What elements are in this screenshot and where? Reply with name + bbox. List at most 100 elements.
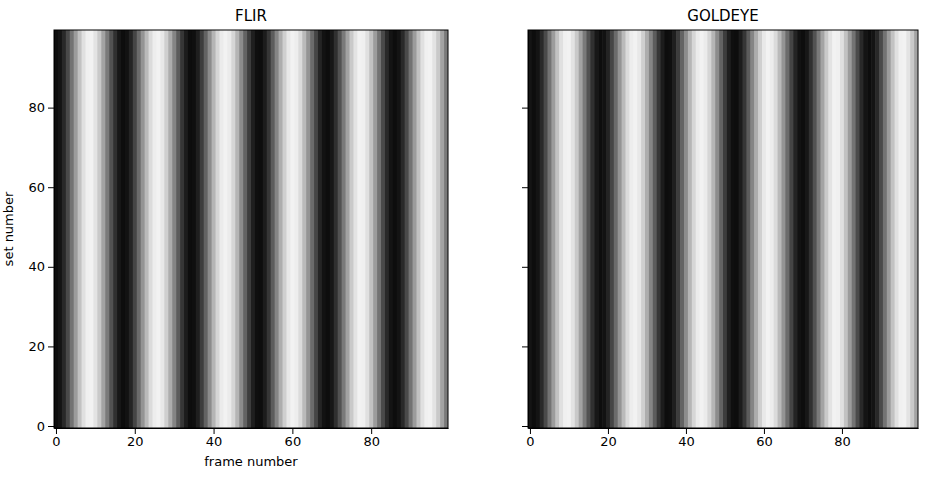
- heatmap-cell: [275, 30, 280, 428]
- heatmap-cell: [82, 30, 87, 428]
- y-tick-mark: [48, 346, 54, 347]
- heatmap-cell: [58, 30, 63, 428]
- heatmap-cell: [891, 30, 896, 428]
- heatmap-cell: [350, 30, 355, 428]
- heatmap-cell: [840, 30, 845, 428]
- heatmap-cell: [793, 30, 798, 428]
- heatmap-cell: [813, 30, 818, 428]
- y-tick-label: 80: [28, 100, 45, 115]
- y-tick-mark: [522, 346, 528, 347]
- heatmap-cell: [801, 30, 806, 428]
- heatmap-cell: [848, 30, 853, 428]
- heatmap-cell: [746, 30, 751, 428]
- heatmap-cell: [259, 30, 264, 428]
- heatmap-cell: [70, 30, 75, 428]
- heatmap-cell: [817, 30, 822, 428]
- heatmap-cell: [739, 30, 744, 428]
- heatmap-cell: [723, 30, 728, 428]
- heatmap-cell: [590, 30, 595, 428]
- x-tick: 20: [600, 428, 617, 449]
- heatmap-cell: [436, 30, 441, 428]
- heatmap-cell: [369, 30, 374, 428]
- heatmap-cell: [754, 30, 759, 428]
- heatmap-cell: [420, 30, 425, 428]
- heatmap-cell: [688, 30, 693, 428]
- heatmap-cell: [860, 30, 865, 428]
- y-tick-mark: [522, 426, 528, 427]
- heatmap-cell: [536, 30, 541, 428]
- x-tick-label: 80: [363, 434, 380, 449]
- heatmap-cell: [385, 30, 390, 428]
- x-axis-title: frame number: [204, 454, 298, 469]
- heatmap-cell: [216, 30, 221, 428]
- x-tick: 80: [363, 428, 380, 449]
- heatmap-cell: [137, 30, 142, 428]
- heatmap-cell: [696, 30, 701, 428]
- heatmap-cell: [653, 30, 658, 428]
- cells: [528, 30, 918, 428]
- heatmap-cell: [89, 30, 94, 428]
- heatmap-cell: [192, 30, 197, 428]
- y-tick-mark: [522, 187, 528, 188]
- heatmap-cell: [579, 30, 584, 428]
- heatmap-cell: [283, 30, 288, 428]
- x-tick: 20: [127, 428, 144, 449]
- heatmap-cell: [649, 30, 654, 428]
- heatmap-cell: [145, 30, 150, 428]
- y-tick: [522, 187, 528, 188]
- heatmap-cell: [559, 30, 564, 428]
- heatmap-cell: [247, 30, 252, 428]
- heatmap-cell: [809, 30, 814, 428]
- heatmap-cell: [895, 30, 900, 428]
- heatmap-cell: [318, 30, 323, 428]
- y-tick-label: 60: [28, 180, 45, 195]
- y-tick: [522, 267, 528, 268]
- heatmap-cell: [629, 30, 634, 428]
- y-tick-mark: [48, 267, 54, 268]
- heatmap-cell: [614, 30, 619, 428]
- heatmap-cell: [365, 30, 370, 428]
- heatmap-cell: [856, 30, 861, 428]
- x-tick-label: 40: [678, 434, 695, 449]
- heatmap-cell: [298, 30, 303, 428]
- heatmap-cell: [101, 30, 106, 428]
- x-axis-line: [55, 428, 449, 429]
- x-tick-mark: [764, 428, 765, 434]
- heatmap-cell: [598, 30, 603, 428]
- heatmap-cell: [243, 30, 248, 428]
- y-tick-label: 0: [37, 419, 45, 434]
- heatmap-cell: [626, 30, 631, 428]
- heatmap-cell: [306, 30, 311, 428]
- heatmap-cell: [86, 30, 91, 428]
- heatmap-cell: [342, 30, 347, 428]
- heatmap-cell: [227, 30, 232, 428]
- x-tick-label: 20: [127, 434, 144, 449]
- y-tick: 40: [28, 259, 54, 274]
- y-axis-title: set number: [1, 191, 16, 266]
- heatmap-cell: [789, 30, 794, 428]
- heatmap-cell: [153, 30, 158, 428]
- heatmap-cell: [361, 30, 366, 428]
- heatmap-cell: [235, 30, 240, 428]
- heatmap-cell: [805, 30, 810, 428]
- heatmap-cell: [204, 30, 209, 428]
- heatmap-cell: [680, 30, 685, 428]
- heatmap-cell: [393, 30, 398, 428]
- y-axis: [522, 31, 529, 429]
- x-tick: 0: [52, 428, 60, 449]
- x-tick-mark: [608, 428, 609, 434]
- heatmap-cell: [346, 30, 351, 428]
- heatmap-cell: [133, 30, 138, 428]
- heatmap-cell: [899, 30, 904, 428]
- heatmap-cell: [424, 30, 429, 428]
- heatmap-cell: [428, 30, 433, 428]
- heatmap-cell: [575, 30, 580, 428]
- heatmap-cell: [113, 30, 118, 428]
- heatmap-cell: [231, 30, 236, 428]
- x-tick: 0: [526, 428, 534, 449]
- heatmap-cell: [129, 30, 134, 428]
- heatmap-cell: [290, 30, 295, 428]
- heatmap-cell: [692, 30, 697, 428]
- heatmap-cell: [548, 30, 553, 428]
- x-tick-label: 80: [834, 434, 851, 449]
